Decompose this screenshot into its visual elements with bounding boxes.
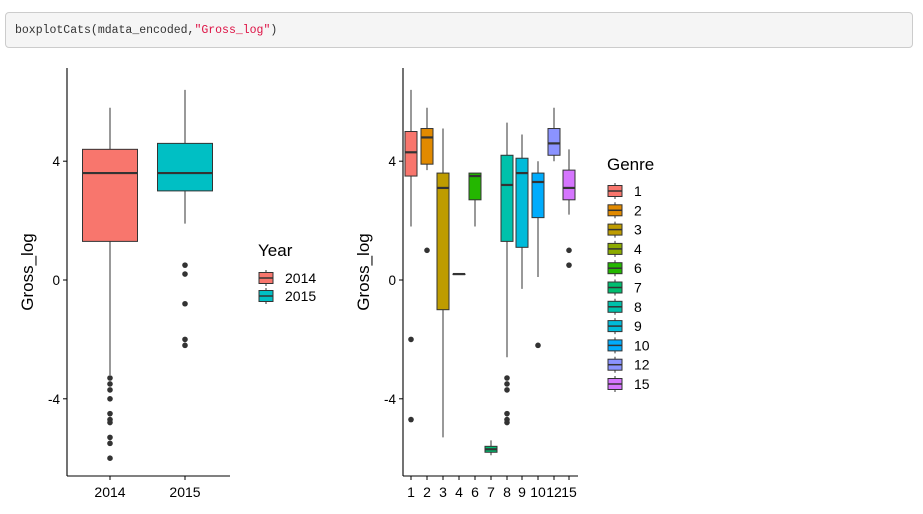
x-tick-label: 2015	[169, 484, 200, 500]
legend-title: Year	[258, 241, 293, 260]
code-string-arg: "Gross_log"	[194, 24, 271, 37]
outlier-point	[107, 396, 113, 402]
box-2015	[157, 142, 213, 192]
outlier-point	[504, 387, 510, 393]
x-tick-label: 7	[487, 484, 495, 500]
box-12	[547, 128, 561, 156]
outlier-point	[504, 381, 510, 387]
legend-label: 7	[634, 280, 642, 296]
box-3	[436, 172, 450, 311]
y-tick-label: -4	[384, 392, 396, 407]
x-tick-label: 15	[561, 484, 577, 500]
legend-label: 6	[634, 260, 642, 276]
legend-label: 3	[634, 222, 642, 238]
outlier-point	[182, 336, 188, 343]
y-axis-title: Gross_log	[354, 233, 373, 310]
outlier-point	[107, 387, 113, 393]
legend-title: Genre	[607, 155, 654, 174]
legend-label: 2015	[285, 288, 316, 304]
box-2	[420, 128, 434, 165]
outlier-point	[182, 342, 188, 349]
legend-label: 4	[634, 241, 642, 257]
outlier-point	[535, 342, 541, 349]
y-tick-label: 4	[52, 154, 60, 169]
box-2014	[82, 148, 138, 242]
legend-label: 1	[634, 183, 642, 199]
y-tick-label: -4	[48, 392, 60, 407]
outlier-point	[182, 300, 188, 307]
outlier-point	[107, 375, 113, 381]
x-tick-label: 4	[455, 484, 463, 500]
y-axis-title: Gross_log	[18, 233, 37, 310]
y-tick-label: 4	[388, 154, 396, 169]
x-tick-label: 3	[439, 484, 447, 500]
outlier-point	[566, 247, 572, 254]
outlier-point	[107, 455, 113, 462]
legend-label: 12	[634, 357, 650, 373]
y-tick-label: 0	[388, 273, 396, 288]
box-1	[404, 131, 418, 177]
code-close-paren: )	[270, 24, 278, 37]
x-tick-label: 12	[546, 484, 562, 500]
legend-label: 15	[634, 376, 650, 392]
box-8	[500, 154, 514, 242]
x-tick-label: 10	[530, 484, 546, 500]
legend-label: 10	[634, 337, 650, 353]
box-9	[515, 157, 529, 248]
legend-label: 2	[634, 202, 642, 218]
outlier-point	[107, 410, 113, 417]
outlier-point	[504, 375, 510, 381]
x-tick-label: 9	[518, 484, 526, 500]
code-call: boxplotCats(mdata_encoded,	[15, 24, 195, 37]
x-tick-label: 8	[503, 484, 511, 500]
x-tick-label: 2014	[94, 484, 125, 500]
outlier-point	[182, 271, 188, 277]
outlier-point	[504, 410, 510, 417]
outlier-point	[408, 416, 414, 423]
y-tick-label: 0	[52, 273, 60, 288]
outlier-point	[504, 419, 510, 426]
outlier-point	[566, 262, 572, 268]
box-15	[562, 169, 576, 201]
legend-label: 2014	[285, 270, 316, 286]
outlier-point	[424, 247, 430, 254]
outlier-point	[182, 262, 188, 268]
outlier-point	[408, 336, 414, 343]
x-tick-label: 6	[471, 484, 479, 500]
code-chunk: boxplotCats(mdata_encoded,"Gross_log")	[5, 12, 913, 48]
x-tick-label: 1	[407, 484, 415, 500]
legend-label: 8	[634, 299, 642, 315]
outlier-point	[107, 434, 113, 441]
legend-label: 9	[634, 318, 642, 334]
outlier-point	[107, 419, 113, 426]
x-tick-label: 2	[423, 484, 431, 500]
box-10	[531, 172, 545, 219]
box-6	[468, 172, 482, 201]
outlier-point	[107, 381, 113, 387]
outlier-point	[107, 440, 113, 447]
